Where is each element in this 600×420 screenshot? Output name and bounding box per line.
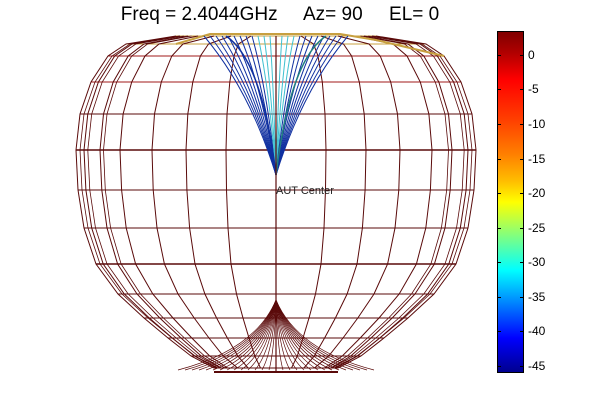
wireframe-mesh: [75, 33, 477, 373]
chart-title: Freq = 2.4044GHz Az= 90 EL= 0: [120, 4, 440, 25]
colorbar-tick-mark: [497, 366, 501, 367]
colorbar-tick-label: -45: [528, 359, 546, 373]
colorbar: [497, 31, 524, 373]
colorbar-tick-label: 0: [528, 48, 535, 62]
colorbar-tick-label: -5: [528, 82, 539, 96]
colorbar-tick-label: -10: [528, 117, 546, 131]
colorbar-tick-label: -25: [528, 221, 546, 235]
colorbar-tick-mark: [497, 262, 501, 263]
colorbar-tick-mark: [520, 366, 524, 367]
colorbar-tick-mark: [520, 193, 524, 194]
colorbar-tick-mark: [520, 55, 524, 56]
colorbar-tick-mark: [520, 228, 524, 229]
colorbar-tick-label: -35: [528, 290, 546, 304]
colorbar-tick-label: -40: [528, 324, 546, 338]
colorbar-tick-mark: [520, 297, 524, 298]
aut-center-label: AUT Center: [276, 185, 334, 197]
colorbar-tick-mark: [497, 228, 501, 229]
colorbar-tick-mark: [497, 193, 501, 194]
colorbar-tick-label: -15: [528, 152, 546, 166]
colorbar-tick-label: -20: [528, 186, 546, 200]
colorbar-tick-mark: [497, 297, 501, 298]
colorbar-tick-mark: [497, 89, 501, 90]
colorbar-tick-mark: [497, 55, 501, 56]
colorbar-tick-mark: [520, 159, 524, 160]
colorbar-tick-label: -30: [528, 255, 546, 269]
colorbar-tick-mark: [497, 331, 501, 332]
colorbar-tick-mark: [520, 124, 524, 125]
colorbar-tick-mark: [520, 262, 524, 263]
colorbar-tick-mark: [497, 159, 501, 160]
colorbar-tick-mark: [497, 124, 501, 125]
colorbar-tick-mark: [520, 331, 524, 332]
colorbar-tick-mark: [520, 89, 524, 90]
